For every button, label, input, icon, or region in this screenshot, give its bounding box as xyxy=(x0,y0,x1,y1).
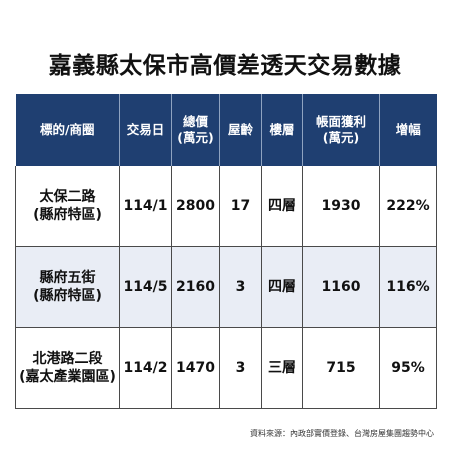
cell-increase: 222% xyxy=(379,166,437,247)
cell-target: 太保二路 (縣府特區) xyxy=(15,166,120,247)
cell-date: 114/2 xyxy=(119,327,172,409)
cell-price: 2800 xyxy=(171,166,220,247)
cell-age: 3 xyxy=(219,327,262,409)
header-cell-profit: 帳面獲利 (萬元) xyxy=(302,94,380,166)
cell-profit: 1160 xyxy=(302,246,380,328)
source-note: 資料來源：內政部實價登錄、台灣房屋集團趨勢中心 xyxy=(250,429,434,438)
cell-date: 114/5 xyxy=(119,246,172,328)
cell-increase: 95% xyxy=(379,327,437,409)
table-row: 北港路二段 (嘉太產業園區) 114/2 1470 3 三層 715 95% xyxy=(15,327,437,409)
cell-increase: 116% xyxy=(379,246,437,328)
header-cell-target: 標的/商圈 xyxy=(15,94,120,166)
table-row: 太保二路 (縣府特區) 114/1 2800 17 四層 1930 222% xyxy=(15,166,437,247)
header-cell-date: 交易日 xyxy=(119,94,172,166)
header-cell-age: 屋齡 xyxy=(219,94,262,166)
header-cell-increase: 增幅 xyxy=(379,94,437,166)
cell-age: 17 xyxy=(219,166,262,247)
cell-floors: 四層 xyxy=(261,166,303,247)
table-row: 縣府五街 (縣府特區) 114/5 2160 3 四層 1160 116% xyxy=(15,246,437,328)
transaction-table: 標的/商圈 交易日 總價 (萬元) 屋齡 樓層 帳面獲利 (萬元) 增幅 xyxy=(15,94,437,409)
header-cell-floors: 樓層 xyxy=(261,94,303,166)
cell-target: 北港路二段 (嘉太產業園區) xyxy=(15,327,120,409)
cell-price: 1470 xyxy=(171,327,220,409)
cell-date: 114/1 xyxy=(119,166,172,247)
page-title: 嘉義縣太保市高價差透天交易數據 xyxy=(48,53,402,79)
cell-floors: 四層 xyxy=(261,246,303,328)
cell-profit: 715 xyxy=(302,327,380,409)
cell-floors: 三層 xyxy=(261,327,303,409)
cell-target: 縣府五街 (縣府特區) xyxy=(15,246,120,328)
header-cell-total-price: 總價 (萬元) xyxy=(171,94,220,166)
cell-profit: 1930 xyxy=(302,166,380,247)
cell-price: 2160 xyxy=(171,246,220,328)
cell-age: 3 xyxy=(219,246,262,328)
table-header-row: 標的/商圈 交易日 總價 (萬元) 屋齡 樓層 帳面獲利 (萬元) 增幅 xyxy=(15,94,437,166)
